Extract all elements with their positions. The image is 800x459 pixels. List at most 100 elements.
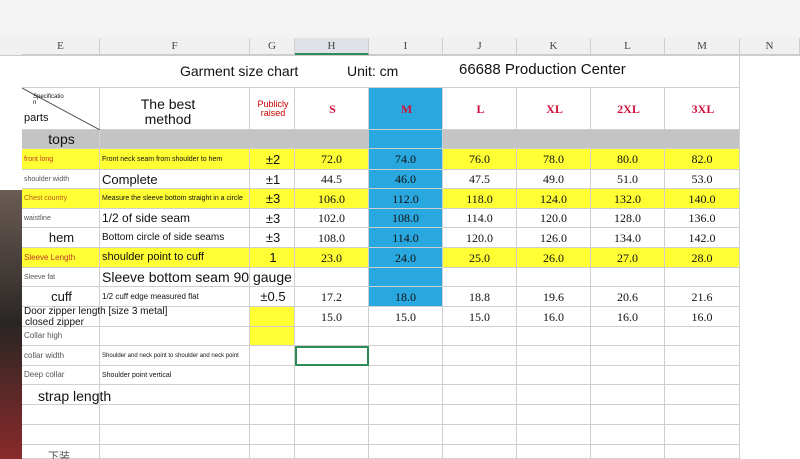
cell [369, 366, 443, 385]
cell [295, 425, 369, 445]
size-value: 78.0 [517, 149, 591, 170]
size-value: 49.0 [517, 170, 591, 189]
size-value: 120.0 [443, 228, 517, 248]
size-value: 18.8 [443, 287, 517, 307]
method: Sleeve bottom seam 90 gauge [100, 268, 292, 287]
cell [22, 425, 100, 445]
column-letter: N [740, 38, 800, 55]
size-value: 26.0 [517, 248, 591, 268]
size-value: 124.0 [517, 189, 591, 209]
cell [443, 268, 517, 287]
size-value: 128.0 [591, 209, 665, 228]
size-header: L [443, 88, 517, 130]
size-value: 120.0 [517, 209, 591, 228]
size-value: 21.6 [665, 287, 740, 307]
method: 1/2 cuff edge measured flat [100, 287, 250, 307]
cell [665, 327, 740, 346]
cell [443, 327, 517, 346]
column-header-bar [0, 38, 800, 56]
size-value: 17.2 [295, 287, 369, 307]
part: collar width [22, 346, 100, 366]
size-value: 72.0 [295, 149, 369, 170]
size-value: 82.0 [665, 149, 740, 170]
size-value: 27.0 [591, 248, 665, 268]
part: front long [22, 149, 100, 170]
size-value: 102.0 [295, 209, 369, 228]
cell [517, 425, 591, 445]
size-header: 3XL [665, 88, 740, 130]
size-header: 2XL [591, 88, 665, 130]
column-letter: J [443, 38, 517, 55]
cell [295, 268, 369, 287]
cell [517, 445, 591, 459]
parts-label: parts [24, 112, 49, 124]
cell [517, 385, 591, 405]
method-header-cell [100, 88, 250, 130]
size-value: 28.0 [665, 248, 740, 268]
part: Deep collar [22, 366, 100, 385]
cell [517, 268, 591, 287]
part: Collar high [22, 327, 100, 346]
cell [295, 385, 369, 405]
column-letter: E [22, 38, 100, 55]
cell [369, 445, 443, 459]
size-value: 47.5 [443, 170, 517, 189]
tolerance: ±3 [250, 209, 295, 228]
part: Sleeve fat [22, 268, 100, 287]
cell [250, 405, 295, 425]
cell [591, 327, 665, 346]
cell [369, 385, 443, 405]
diagonal [22, 88, 100, 130]
cell [665, 445, 740, 459]
cell [250, 327, 295, 346]
size-value: 20.6 [591, 287, 665, 307]
cell [295, 366, 369, 385]
cell [100, 405, 250, 425]
size-value: 80.0 [591, 149, 665, 170]
cell [443, 445, 517, 459]
size-value: 108.0 [295, 228, 369, 248]
cell [591, 405, 665, 425]
size-value: 44.5 [295, 170, 369, 189]
cell [591, 366, 665, 385]
cell [591, 268, 665, 287]
size-value: 15.0 [443, 307, 517, 327]
column-letter: I [369, 38, 443, 55]
column-letter: M [665, 38, 740, 55]
tolerance: ±3 [250, 228, 295, 248]
cell [665, 405, 740, 425]
size-value: 140.0 [665, 189, 740, 209]
size-value: 25.0 [443, 248, 517, 268]
cell [369, 346, 443, 366]
cell [100, 425, 250, 445]
size-value: 106.0 [295, 189, 369, 209]
cell [443, 366, 517, 385]
size-value: 114.0 [443, 209, 517, 228]
diagonal-line [22, 88, 100, 130]
tolerance: ±0.5 [250, 287, 295, 307]
cell [665, 268, 740, 287]
cell [100, 445, 250, 459]
title-row [22, 55, 740, 88]
side-photo [0, 190, 22, 459]
size-header: S [295, 88, 369, 130]
spec-cell [22, 88, 100, 130]
size-value: 118.0 [443, 189, 517, 209]
cell [517, 405, 591, 425]
size-value: 24.0 [369, 248, 443, 268]
size-header: M [369, 88, 443, 130]
cell [250, 268, 295, 287]
cell [100, 385, 250, 405]
size-value: 108.0 [369, 209, 443, 228]
tolerance: 1 [250, 248, 295, 268]
blue-cell [369, 130, 443, 149]
method: Shoulder and neck point to shoulder and … [100, 346, 250, 366]
size-value: 132.0 [591, 189, 665, 209]
title: Garment size chart [180, 63, 299, 79]
cell [665, 425, 740, 445]
tolerance: ±3 [250, 189, 295, 209]
size-value: 114.0 [369, 228, 443, 248]
cell [100, 327, 250, 346]
part: cuff [22, 287, 100, 307]
